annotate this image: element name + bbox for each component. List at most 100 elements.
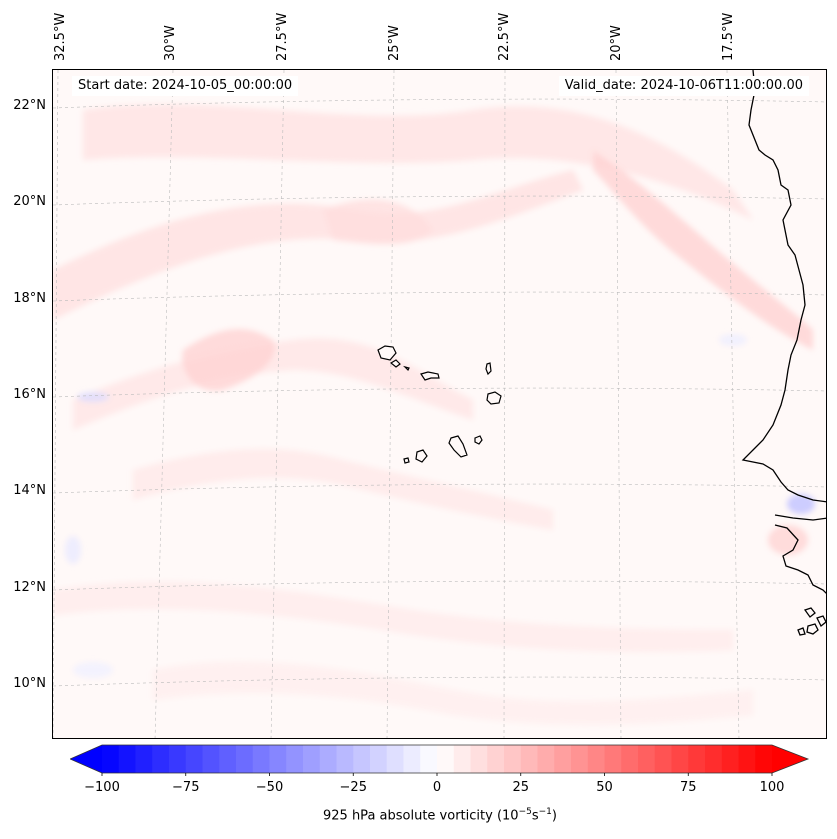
colorbar-segment	[269, 745, 287, 773]
colorbar-tick-label: −75	[172, 780, 200, 795]
gridline-lat-12	[53, 580, 826, 591]
vorticity-field	[53, 104, 815, 725]
colorbar-segment	[587, 745, 605, 773]
coastline-mauritania-senegal	[741, 70, 826, 503]
colorbar-segment	[286, 745, 304, 773]
colorbar-extend-max	[772, 745, 808, 773]
colorbar-segment	[688, 745, 706, 773]
colorbar-segment	[705, 745, 723, 773]
gridline-lon-25	[386, 70, 395, 738]
gridline-lon-30	[154, 70, 174, 738]
colorbar-segment	[403, 745, 421, 773]
colorbar-segment	[537, 745, 555, 773]
lon-label-30w: 30°W	[163, 25, 178, 61]
colorbar-segment	[721, 745, 739, 773]
colorbar-tick-label: 25	[512, 780, 530, 795]
gridlines	[53, 70, 826, 738]
colorbar-tick-label: 100	[759, 780, 785, 795]
vorticity-band-2	[53, 170, 583, 320]
gridline-lat-20	[53, 195, 826, 206]
island-boa-vista	[486, 391, 502, 405]
vorticity-band-5	[133, 449, 553, 530]
colorbar-segment	[520, 745, 538, 773]
colorbar-tick-label: −100	[84, 780, 120, 795]
colorbar-tick-label: −25	[339, 780, 367, 795]
colorbar-segment	[336, 745, 354, 773]
colorbar-segment	[353, 745, 371, 773]
coastline-guinea-bissau	[774, 524, 826, 594]
lat-label-14n: 14°N	[13, 483, 46, 498]
colorbar-segment	[738, 745, 756, 773]
island-sao-vicente	[389, 359, 401, 368]
colorbar-label-text: 925 hPa absolute vorticity (10	[323, 808, 519, 824]
start-date-label: Start date: 2024-10-05_00:00:00	[72, 76, 299, 96]
colorbar-segment	[185, 745, 203, 773]
colorbar-segment	[303, 745, 321, 773]
coastline-bijagos-2	[816, 615, 826, 628]
vorticity-band-6	[53, 581, 733, 652]
lat-label-12n: 12°N	[13, 580, 46, 595]
colorbar-segment	[654, 745, 672, 773]
vorticity-negative-patch-1	[787, 494, 815, 514]
gridline-lat-14	[53, 483, 826, 494]
colorbar-segment	[236, 745, 254, 773]
colorbar-segment	[252, 745, 270, 773]
island-santiago	[448, 435, 468, 458]
coastline-gambia	[774, 514, 826, 521]
colorbar-label-exponent-2: −1	[538, 807, 552, 817]
vorticity-band-7	[153, 661, 753, 725]
lon-label-32-5w: 32.5°W	[53, 12, 68, 61]
vorticity-positive-patch-1	[768, 525, 808, 555]
colorbar-segment	[671, 745, 689, 773]
vorticity-map[interactable]	[52, 69, 827, 739]
gridline-lat-16	[53, 387, 826, 398]
valid-date-label: Valid_date: 2024-10-06T11:00:00.00	[558, 76, 809, 96]
vorticity-band-1	[83, 104, 753, 220]
colorbar	[70, 744, 810, 776]
coastline-bijagos-4	[797, 627, 806, 636]
colorbar-segment	[437, 745, 455, 773]
vorticity-band-4	[73, 338, 473, 430]
african-coastline	[741, 70, 826, 636]
colorbar-segment	[152, 745, 170, 773]
colorbar-segment	[604, 745, 622, 773]
colorbar-segment	[621, 745, 639, 773]
colorbar-segment	[102, 745, 120, 773]
colorbar-segment	[571, 745, 589, 773]
vorticity-negative-patch-2	[77, 392, 109, 402]
colorbar-segment	[638, 745, 656, 773]
colorbar-segment	[755, 745, 773, 773]
gridline-lon-20	[615, 70, 622, 738]
gridline-lon-17-5	[726, 70, 740, 738]
gridline-lon-22-5	[503, 70, 506, 738]
lat-label-20n: 20°N	[13, 194, 46, 209]
vorticity-band-3	[593, 150, 813, 350]
colorbar-extend-min	[70, 745, 102, 773]
cape-verde-islands	[377, 345, 502, 464]
colorbar-segment	[470, 745, 488, 773]
gridline-lat-10	[53, 676, 826, 687]
lon-label-25w: 25°W	[387, 25, 402, 61]
vorticity-band-9	[323, 199, 433, 245]
colorbar-segment	[504, 745, 522, 773]
colorbar-segment	[219, 745, 237, 773]
colorbar-label: 925 hPa absolute vorticity (10−5s−1)	[0, 807, 837, 823]
map-canvas	[53, 70, 826, 738]
vorticity-negative-patch-4	[719, 334, 747, 346]
coastline-bijagos-1	[803, 607, 816, 618]
gridline-lon-32-5	[53, 70, 59, 738]
colorbar-segment	[319, 745, 337, 773]
lon-label-17-5w: 17.5°W	[721, 12, 736, 61]
vorticity-band-8	[182, 329, 275, 391]
island-maio	[474, 435, 483, 445]
colorbar-tick-label: 0	[432, 780, 442, 795]
colorbar-segment	[453, 745, 471, 773]
colorbar-segment	[202, 745, 220, 773]
colorbar-ticks	[101, 773, 773, 776]
colorbar-segment	[370, 745, 388, 773]
island-santo-antao	[377, 345, 397, 361]
colorbar-segment	[386, 745, 404, 773]
lon-label-22-5w: 22.5°W	[497, 12, 512, 61]
vorticity-negative-patch-5	[73, 662, 113, 678]
colorbar-label-close: )	[551, 808, 557, 824]
